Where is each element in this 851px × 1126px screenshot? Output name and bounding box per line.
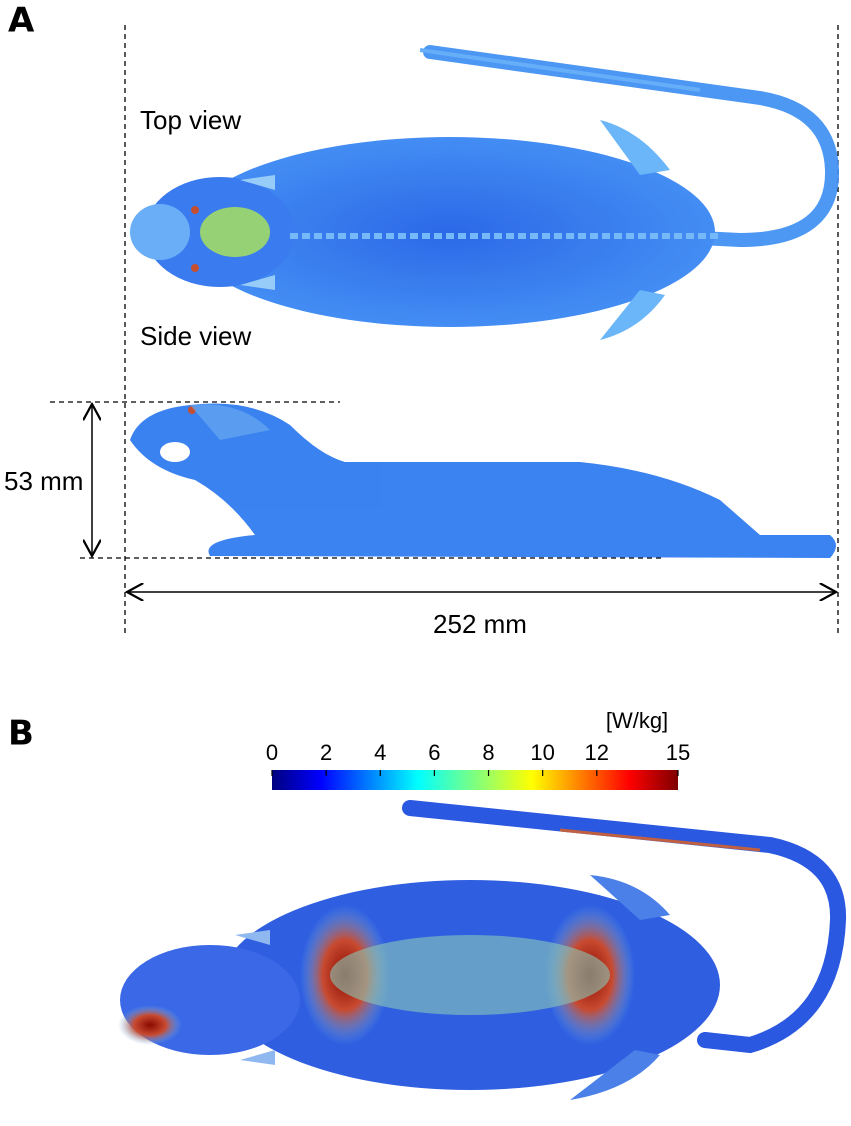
dimension-label: 53 mm: [4, 466, 83, 496]
view-label: Side view: [140, 321, 251, 351]
panel-label: A: [8, 1, 35, 41]
rat-side-view: [130, 403, 836, 558]
rat-top-view: [130, 45, 840, 340]
rat-sar-map: [118, 800, 847, 1100]
dimension-label: 252 mm: [433, 609, 527, 639]
colorbar-tick-label: 12: [585, 740, 609, 765]
colorbar-tick-label: 6: [428, 740, 440, 765]
colorbar-tick-label: 4: [374, 740, 386, 765]
view-label: Top view: [140, 105, 241, 135]
colorbar-tick-label: 0: [266, 740, 278, 765]
colorbar-tick-label: 10: [530, 740, 554, 765]
colorbar: [272, 770, 678, 790]
panel-label: B: [8, 714, 34, 754]
colorbar-tick-label: 8: [482, 740, 494, 765]
colorbar-tick-label: 15: [666, 740, 690, 765]
colorbar-unit: [W/kg]: [606, 708, 668, 733]
colorbar-tick-label: 2: [320, 740, 332, 765]
